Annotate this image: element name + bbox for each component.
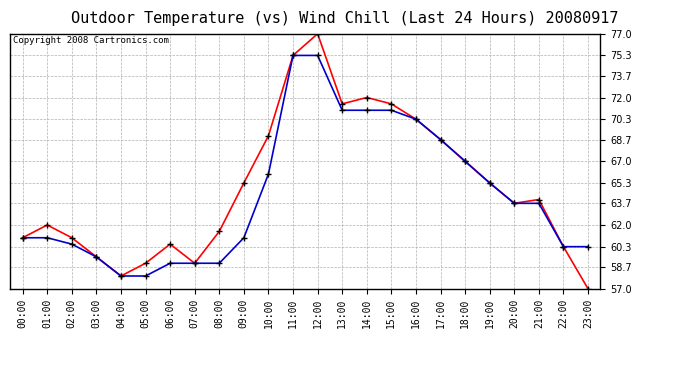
Text: Outdoor Temperature (vs) Wind Chill (Last 24 Hours) 20080917: Outdoor Temperature (vs) Wind Chill (Las… xyxy=(71,11,619,26)
Text: Copyright 2008 Cartronics.com: Copyright 2008 Cartronics.com xyxy=(13,36,169,45)
